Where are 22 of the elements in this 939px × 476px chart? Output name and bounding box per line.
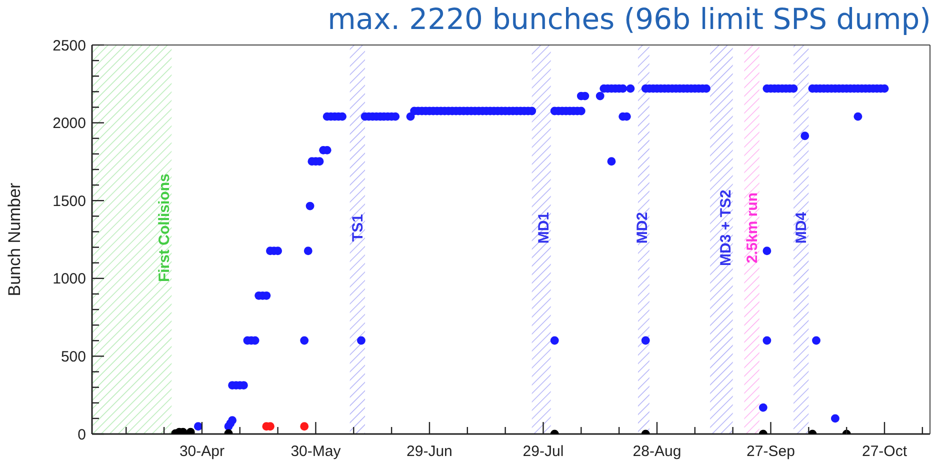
x-tick-label: 27-Oct <box>862 443 908 460</box>
x-tick-label: 28-Aug <box>632 443 682 460</box>
band-label: MD4 <box>793 211 810 244</box>
x-tick-label: 29-Jul <box>522 443 564 460</box>
y-tick-label: 1000 <box>52 270 86 288</box>
y-tick-label: 2500 <box>52 37 86 54</box>
y-tick-label: 500 <box>60 348 86 366</box>
y-tick-label: 0 <box>78 426 86 444</box>
y-tick-label: 1500 <box>52 192 86 210</box>
chart-title: max. 2220 bunches (96b limit SPS dump) <box>328 2 931 36</box>
x-tick-label: 27-Sep <box>746 443 795 460</box>
y-axis-title: Bunch Number <box>5 182 24 296</box>
band-label: MD2 <box>634 212 651 244</box>
y-tick-label: 2000 <box>52 115 86 132</box>
x-tick-label: 29-Jun <box>406 443 452 460</box>
band-label: First Collisions <box>156 174 174 282</box>
x-tick-label: 30-Apr <box>179 443 224 460</box>
band-label: 2.5km run <box>744 192 761 264</box>
band-label: TS1 <box>350 214 367 242</box>
band-label: MD3 + TS2 <box>717 190 734 266</box>
x-tick-label: 30-May <box>290 443 342 460</box>
band-label: MD1 <box>535 212 552 244</box>
